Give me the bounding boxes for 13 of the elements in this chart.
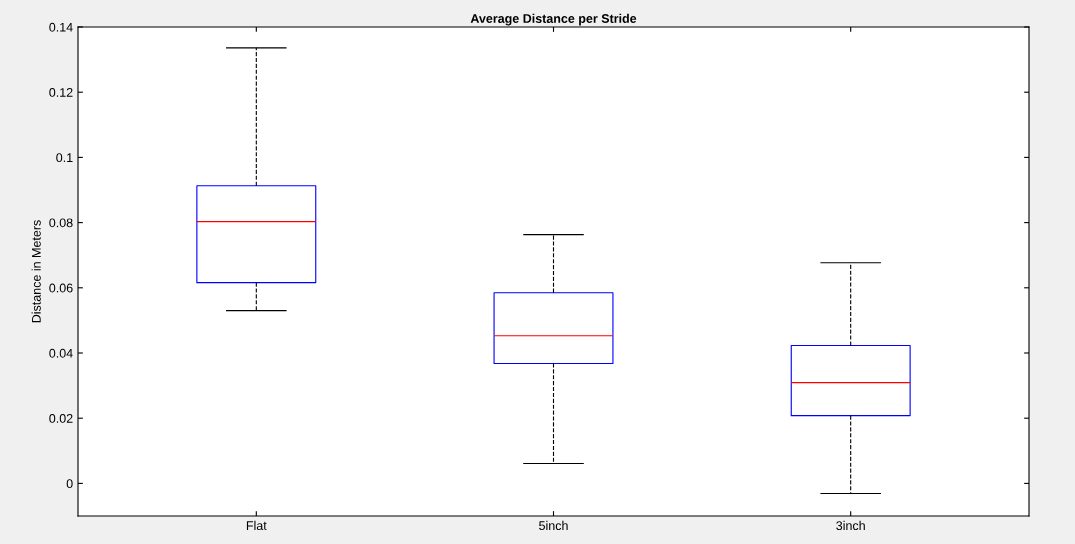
y-axis-title: Distance in Meters (31, 220, 41, 323)
y-tick-label: 0.12 (49, 88, 73, 97)
y-tick-label: 0.08 (49, 218, 73, 228)
y-tick-label: 0.02 (49, 414, 73, 423)
x-tick-label: Flat (246, 520, 267, 531)
y-tick-label: 0.04 (49, 348, 73, 358)
x-tick-label: 3inch (836, 520, 865, 531)
y-tick-label: 0.06 (49, 283, 73, 293)
y-tick-label: 0.14 (49, 22, 73, 32)
y-tick-label: 0 (66, 479, 73, 489)
x-tick-label: 5inch (539, 520, 568, 531)
chart-title: Average Distance per Stride (470, 13, 637, 26)
y-tick-label: 0.1 (56, 153, 73, 163)
